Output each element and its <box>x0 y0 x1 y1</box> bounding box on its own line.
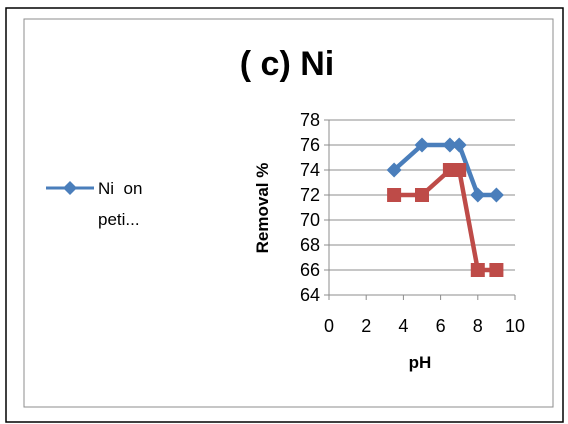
legend: Ni on peti... <box>46 179 142 229</box>
series-1 <box>386 137 504 203</box>
y-axis-label: Removal % <box>253 163 272 254</box>
y-tick-label: 78 <box>300 110 320 130</box>
chart-area-border <box>23 18 554 408</box>
y-tick-label: 66 <box>300 260 320 280</box>
y-tick-label: 76 <box>300 135 320 155</box>
x-tick-label: 2 <box>361 316 371 336</box>
legend-diamond-marker <box>63 181 77 195</box>
data-point-diamond <box>488 187 504 203</box>
data-point-square <box>470 263 485 277</box>
data-point-square <box>415 188 429 202</box>
series-layer <box>386 137 504 277</box>
x-tick-label: 4 <box>398 316 408 336</box>
y-tick-label: 74 <box>300 160 320 180</box>
data-point-square <box>489 263 504 277</box>
x-tick-label: 8 <box>473 316 483 336</box>
x-tick-label: 0 <box>324 316 334 336</box>
data-point-square <box>387 188 402 202</box>
y-tick-label: 72 <box>300 185 320 205</box>
y-tick-label: 70 <box>300 210 320 230</box>
legend-entry-line1: Ni on <box>98 179 142 198</box>
legend-entry-line2: peti... <box>98 210 140 229</box>
axes <box>324 119 516 300</box>
data-point-diamond <box>442 137 458 153</box>
x-tick-labels: 0 2 4 6 8 10 <box>324 316 525 336</box>
x-tick-label: 10 <box>505 316 525 336</box>
data-point-diamond <box>386 162 402 178</box>
y-tick-labels: 64 66 68 70 72 74 76 78 <box>300 110 320 305</box>
data-point-diamond <box>414 137 430 153</box>
data-point-square <box>452 163 467 177</box>
x-tick-label: 6 <box>436 316 446 336</box>
data-point-diamond <box>451 137 467 153</box>
y-tick-label: 64 <box>300 285 320 305</box>
data-point-diamond <box>470 187 486 203</box>
series-2 <box>387 163 504 277</box>
y-tick-label: 68 <box>300 235 320 255</box>
x-axis-label: pH <box>409 353 432 372</box>
chart-title: ( c) Ni <box>240 45 334 83</box>
